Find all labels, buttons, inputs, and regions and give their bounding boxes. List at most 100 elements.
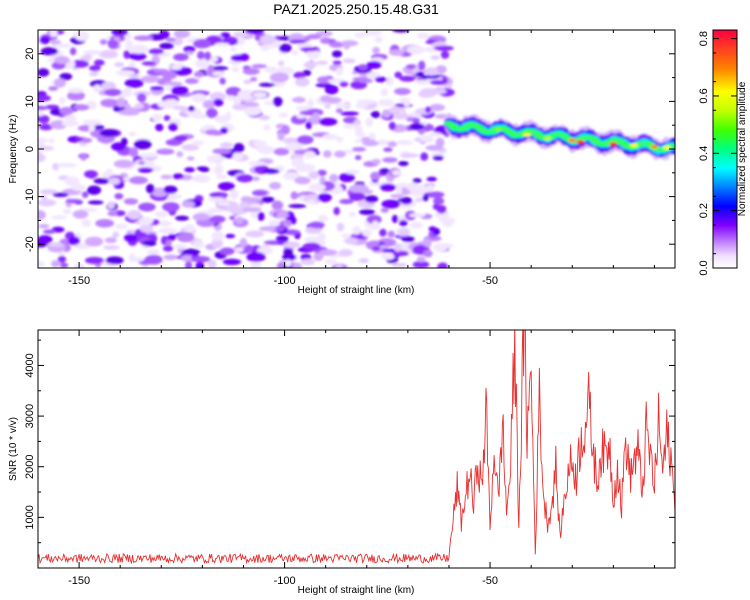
noise-blob xyxy=(38,146,55,151)
noise-blob xyxy=(250,76,258,82)
noise-blob xyxy=(377,100,395,107)
noise-blob xyxy=(348,211,357,218)
noise-blob xyxy=(300,47,320,52)
noise-blob xyxy=(273,147,290,156)
noise-blob xyxy=(81,191,89,199)
noise-blob xyxy=(372,246,381,251)
noise-blob xyxy=(442,219,454,228)
noise-blob xyxy=(245,230,265,238)
noise-blob xyxy=(83,170,98,179)
noise-blob xyxy=(433,243,448,252)
noise-blob xyxy=(317,192,332,203)
noise-blob xyxy=(234,246,244,253)
noise-blob xyxy=(329,173,339,183)
noise-blob xyxy=(38,114,50,124)
noise-blob xyxy=(352,225,361,235)
noise-blob xyxy=(425,144,444,151)
noise-blob xyxy=(308,183,326,192)
noise-blob xyxy=(435,137,445,148)
noise-blob xyxy=(395,140,413,146)
noise-blob xyxy=(412,178,422,184)
noise-blob xyxy=(276,211,289,219)
colorbar-ticks: 0.0 0.2 0.4 0.6 0.8 xyxy=(698,31,737,276)
noise-blob xyxy=(193,38,212,49)
noise-blob xyxy=(145,183,155,194)
figure-title: PAZ1.2025.250.15.48.G31 xyxy=(273,1,439,17)
noise-blob xyxy=(214,42,230,47)
noise-blob xyxy=(260,44,271,51)
noise-blob xyxy=(435,65,447,74)
noise-blob xyxy=(422,238,432,248)
noise-blob xyxy=(391,214,399,224)
signal-hotspot xyxy=(568,138,577,143)
noise-blob xyxy=(141,61,157,66)
noise-blob xyxy=(366,61,382,69)
noise-blob xyxy=(107,201,115,210)
noise-blob xyxy=(331,50,343,58)
noise-blob xyxy=(356,99,376,105)
noise-blob xyxy=(328,41,345,48)
noise-blob xyxy=(269,72,290,83)
noise-blob xyxy=(343,237,359,245)
noise-blob xyxy=(146,249,159,255)
noise-blob xyxy=(100,98,119,108)
noise-blob xyxy=(263,124,271,131)
noise-blob xyxy=(424,106,432,114)
noise-blob xyxy=(407,45,425,55)
noise-blob xyxy=(381,199,401,209)
noise-blob xyxy=(128,147,139,158)
noise-blob xyxy=(374,36,383,43)
noise-blob xyxy=(379,228,387,237)
noise-blob xyxy=(63,114,78,121)
noise-blob xyxy=(406,184,420,192)
noise-blob xyxy=(291,157,305,166)
noise-blob xyxy=(342,124,360,129)
noise-blob xyxy=(336,136,344,143)
noise-blob xyxy=(95,218,114,228)
noise-blob xyxy=(168,122,178,132)
noise-blob xyxy=(167,233,177,241)
noise-blob xyxy=(362,228,372,237)
noise-blob xyxy=(420,135,433,142)
noise-blob xyxy=(345,169,360,175)
noise-blob xyxy=(115,223,128,230)
noise-blob xyxy=(193,240,205,249)
noise-blob xyxy=(370,171,381,181)
noise-blob xyxy=(334,150,346,158)
signal-hotspot xyxy=(609,142,618,147)
noise-blob xyxy=(211,238,224,249)
noise-blob xyxy=(75,31,90,42)
noise-blob xyxy=(302,242,321,251)
noise-blob xyxy=(125,40,134,51)
noise-blob xyxy=(138,202,156,212)
noise-blob xyxy=(429,79,448,85)
noise-blob xyxy=(72,210,89,219)
noise-blob xyxy=(99,128,119,138)
noise-blob xyxy=(233,97,242,106)
noise-blob xyxy=(66,91,86,101)
noise-blob xyxy=(250,260,262,268)
noise-blob xyxy=(111,30,129,37)
noise-blob xyxy=(129,176,148,185)
noise-blob xyxy=(195,261,205,268)
noise-blob xyxy=(318,117,338,126)
noise-blob xyxy=(288,204,307,209)
noise-blob xyxy=(391,262,408,268)
noise-blob xyxy=(89,71,99,77)
noise-blob xyxy=(299,110,315,116)
noise-blob xyxy=(229,189,239,200)
noise-blob xyxy=(290,191,299,200)
noise-blob xyxy=(116,97,126,108)
noise-blob xyxy=(58,96,66,105)
noise-blob xyxy=(336,222,345,232)
noise-blob xyxy=(387,230,395,238)
noise-blob xyxy=(49,30,58,38)
noise-blob xyxy=(220,32,231,39)
snr-y-tick-label: 2000 xyxy=(24,454,36,478)
noise-blob xyxy=(251,190,268,197)
noise-blob xyxy=(105,256,124,265)
colorbar-tick-label: 0.6 xyxy=(698,88,710,103)
noise-blob xyxy=(124,78,144,88)
snr-y-tick-label: 4000 xyxy=(24,353,36,377)
noise-blob xyxy=(89,65,101,72)
